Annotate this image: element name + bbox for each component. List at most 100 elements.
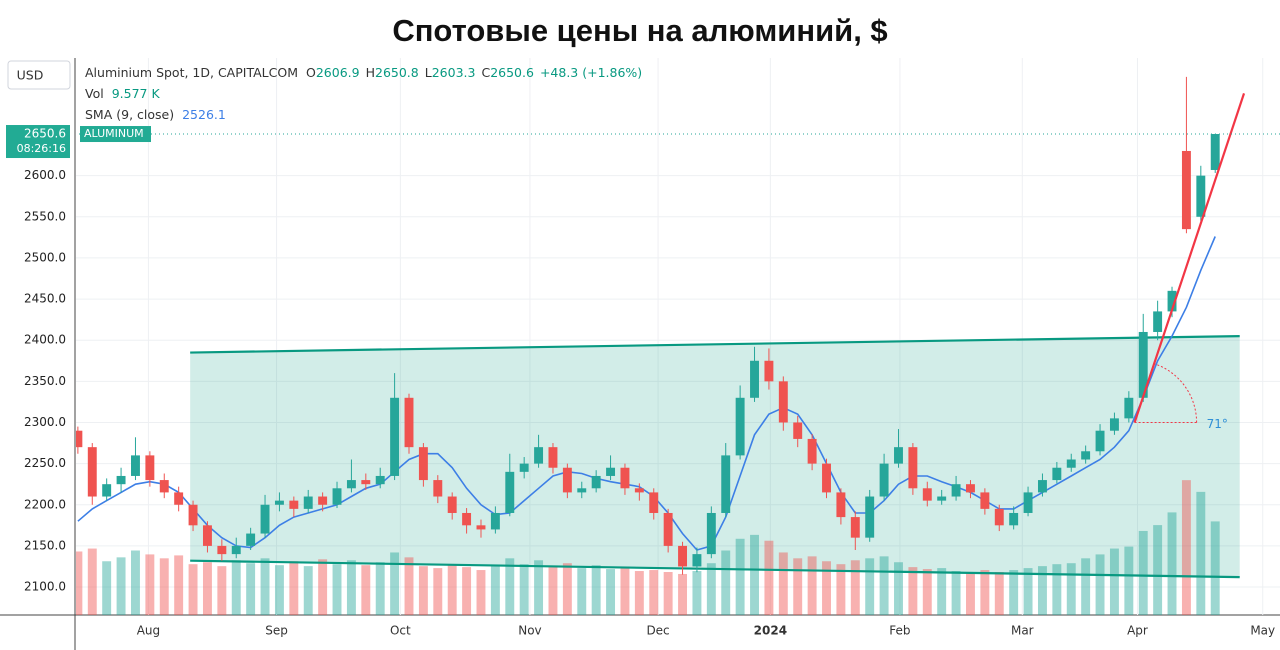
candle-body (951, 484, 961, 497)
candle-body (447, 496, 457, 513)
volume-bar (1095, 554, 1105, 615)
legend-item: 2526.1 (182, 107, 226, 122)
candle-body (1138, 331, 1148, 398)
symbol-tag-label: ALUMINUM (84, 127, 144, 140)
candle-body (663, 512, 673, 546)
candle-body (346, 480, 356, 489)
candle-body (692, 554, 702, 567)
legend-row: Aluminium Spot, 1D, CAPITALCOM O2606.9 H26… (85, 65, 642, 80)
volume-bar (260, 558, 270, 615)
candle-body (721, 455, 731, 513)
candle-body (1023, 492, 1033, 513)
volume-bar (76, 551, 83, 615)
volume-bar (1210, 521, 1220, 615)
candle-body (534, 447, 544, 464)
trend-line (1133, 93, 1246, 423)
volume-bar (1009, 570, 1019, 615)
candle-body (303, 496, 313, 509)
legend-item: 2603.3 (432, 65, 476, 80)
volume-bar (375, 562, 385, 615)
candle-body (764, 360, 774, 382)
y-tick-label: 2550.0 (24, 209, 66, 223)
candle-body (260, 504, 270, 534)
volume-bar (663, 572, 673, 615)
volume-bar (303, 566, 313, 615)
y-tick-label: 2250.0 (24, 456, 66, 470)
x-tick-label: Mar (1011, 624, 1034, 638)
volume-bar (174, 555, 184, 615)
candle-body (908, 447, 918, 489)
candle-body (822, 463, 831, 493)
currency-label: USD (17, 68, 44, 83)
candle-body (778, 381, 788, 423)
volume-bar (548, 567, 558, 615)
candle-body (188, 504, 198, 526)
candle-body (562, 467, 572, 493)
legend-item: Aluminium Spot, 1D, CAPITALCOM (85, 65, 298, 80)
candle-body (1009, 512, 1019, 526)
candle-body (1109, 418, 1119, 431)
volume-bar (1023, 568, 1033, 615)
candle-body (476, 525, 486, 530)
candle-body (1124, 397, 1134, 419)
volume-bar (346, 560, 356, 615)
volume-bar (462, 567, 472, 615)
volume-bar (246, 563, 256, 615)
candle-body (606, 467, 616, 476)
volume-bar (188, 564, 198, 615)
chart-area (0, 58, 1280, 650)
candle-body (1153, 311, 1163, 332)
volume-bar (519, 564, 529, 615)
candle-body (361, 480, 371, 485)
volume-bar (490, 566, 500, 615)
x-tick-label: Nov (518, 624, 541, 638)
candle-body (735, 397, 745, 456)
legend-item: 2650.6 (490, 65, 534, 80)
volume-bar (793, 558, 803, 615)
x-tick-label: Aug (137, 624, 160, 638)
legend-item: H (366, 65, 375, 80)
legend-item: +48.3 (+1.86%) (540, 65, 642, 80)
candle-body (850, 517, 860, 538)
candle-body (793, 422, 803, 439)
volume-bar (922, 569, 932, 615)
angle-label: 71° (1207, 417, 1228, 431)
volume-bar (231, 560, 241, 615)
volume-bar (476, 570, 486, 615)
candle-body (246, 533, 256, 546)
volume-bar (1196, 491, 1206, 615)
volume-bar (433, 568, 443, 615)
volume-bar (361, 565, 371, 615)
candle-body (131, 455, 140, 476)
volume-bar (836, 564, 846, 615)
candle-body (174, 492, 184, 505)
volume-bar (418, 566, 428, 615)
y-tick-label: 2500.0 (24, 250, 66, 264)
volume-bar (332, 564, 342, 615)
candle-body (634, 488, 644, 493)
candle-body (1181, 150, 1191, 230)
volume-bar (764, 540, 774, 615)
volume-bar (447, 564, 457, 615)
volume-bar (966, 572, 975, 615)
candle-body (519, 463, 529, 472)
volume-bar (807, 556, 817, 615)
y-tick-label: 2350.0 (24, 374, 66, 388)
x-tick-label: May (1250, 624, 1275, 638)
candle-body (649, 492, 659, 513)
price-badge-time: 08:26:16 (17, 142, 66, 155)
x-tick-label: Feb (889, 624, 910, 638)
y-tick-label: 2150.0 (24, 538, 66, 552)
volume-bar (1037, 566, 1047, 615)
channel-line (190, 559, 1240, 579)
volume-bar (649, 570, 659, 615)
candle-body (145, 455, 155, 481)
candle-body (505, 471, 515, 513)
candle-body (462, 512, 472, 526)
volume-bar (721, 550, 731, 615)
y-tick-label: 2200.0 (24, 497, 66, 511)
candle-body (1167, 290, 1177, 312)
currency-button[interactable] (7, 60, 71, 90)
y-tick-label: 2600.0 (24, 168, 66, 182)
